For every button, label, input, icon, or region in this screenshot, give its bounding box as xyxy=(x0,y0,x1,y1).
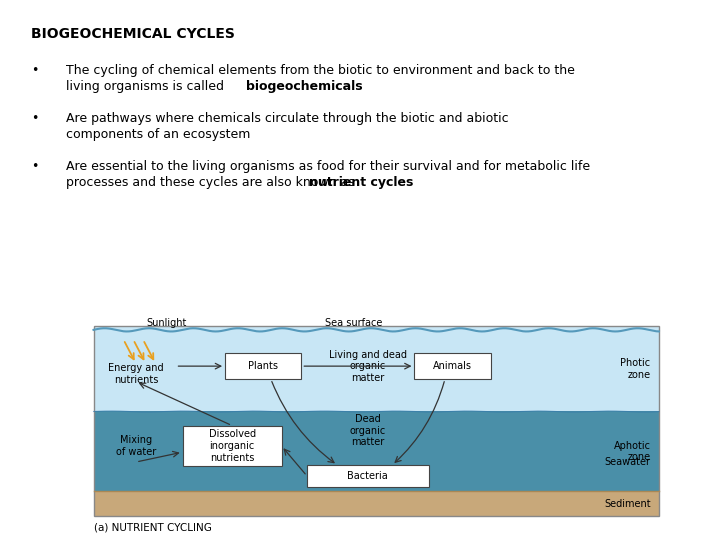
Text: processes and these cycles are also known as: processes and these cycles are also know… xyxy=(66,177,359,190)
Text: Mixing
of water: Mixing of water xyxy=(116,435,156,457)
Text: Animals: Animals xyxy=(433,361,472,371)
Text: components of an ecosystem: components of an ecosystem xyxy=(66,129,250,141)
Bar xyxy=(225,353,302,379)
Bar xyxy=(94,326,659,516)
Text: biogeochemicals: biogeochemicals xyxy=(246,80,362,93)
Text: Dissolved
inorganic
nutrients: Dissolved inorganic nutrients xyxy=(209,429,256,463)
Text: Living and dead
organic
matter: Living and dead organic matter xyxy=(329,349,407,383)
Text: living organisms is called: living organisms is called xyxy=(66,80,228,93)
Text: The cycling of chemical elements from the biotic to environment and back to the: The cycling of chemical elements from th… xyxy=(66,64,575,77)
Text: Bacteria: Bacteria xyxy=(348,471,388,481)
Text: Energy and
nutrients: Energy and nutrients xyxy=(108,363,163,385)
Text: Photic
zone: Photic zone xyxy=(621,358,650,380)
Text: Sea surface: Sea surface xyxy=(325,318,382,328)
Text: Aphotic
zone: Aphotic zone xyxy=(613,441,650,462)
Text: Seawater: Seawater xyxy=(605,457,650,467)
Text: •: • xyxy=(31,64,38,77)
Bar xyxy=(94,326,659,411)
Text: Are pathways where chemicals circulate through the biotic and abiotic: Are pathways where chemicals circulate t… xyxy=(66,112,508,125)
Text: Are essential to the living organisms as food for their survival and for metabol: Are essential to the living organisms as… xyxy=(66,160,590,173)
Text: nutrient cycles: nutrient cycles xyxy=(309,177,413,190)
Text: BIOGEOCHEMICAL CYCLES: BIOGEOCHEMICAL CYCLES xyxy=(31,27,235,41)
Bar xyxy=(415,353,491,379)
Text: •: • xyxy=(31,112,38,125)
Text: Dead
organic
matter: Dead organic matter xyxy=(350,414,386,447)
Text: Sunlight: Sunlight xyxy=(147,318,187,328)
Bar xyxy=(94,411,659,491)
Text: •: • xyxy=(31,160,38,173)
Text: Plants: Plants xyxy=(248,361,278,371)
Text: (a) NUTRIENT CYCLING: (a) NUTRIENT CYCLING xyxy=(94,522,212,532)
Text: Sediment: Sediment xyxy=(604,498,650,509)
Bar xyxy=(307,465,428,487)
Bar xyxy=(94,491,659,516)
Bar xyxy=(183,426,282,467)
